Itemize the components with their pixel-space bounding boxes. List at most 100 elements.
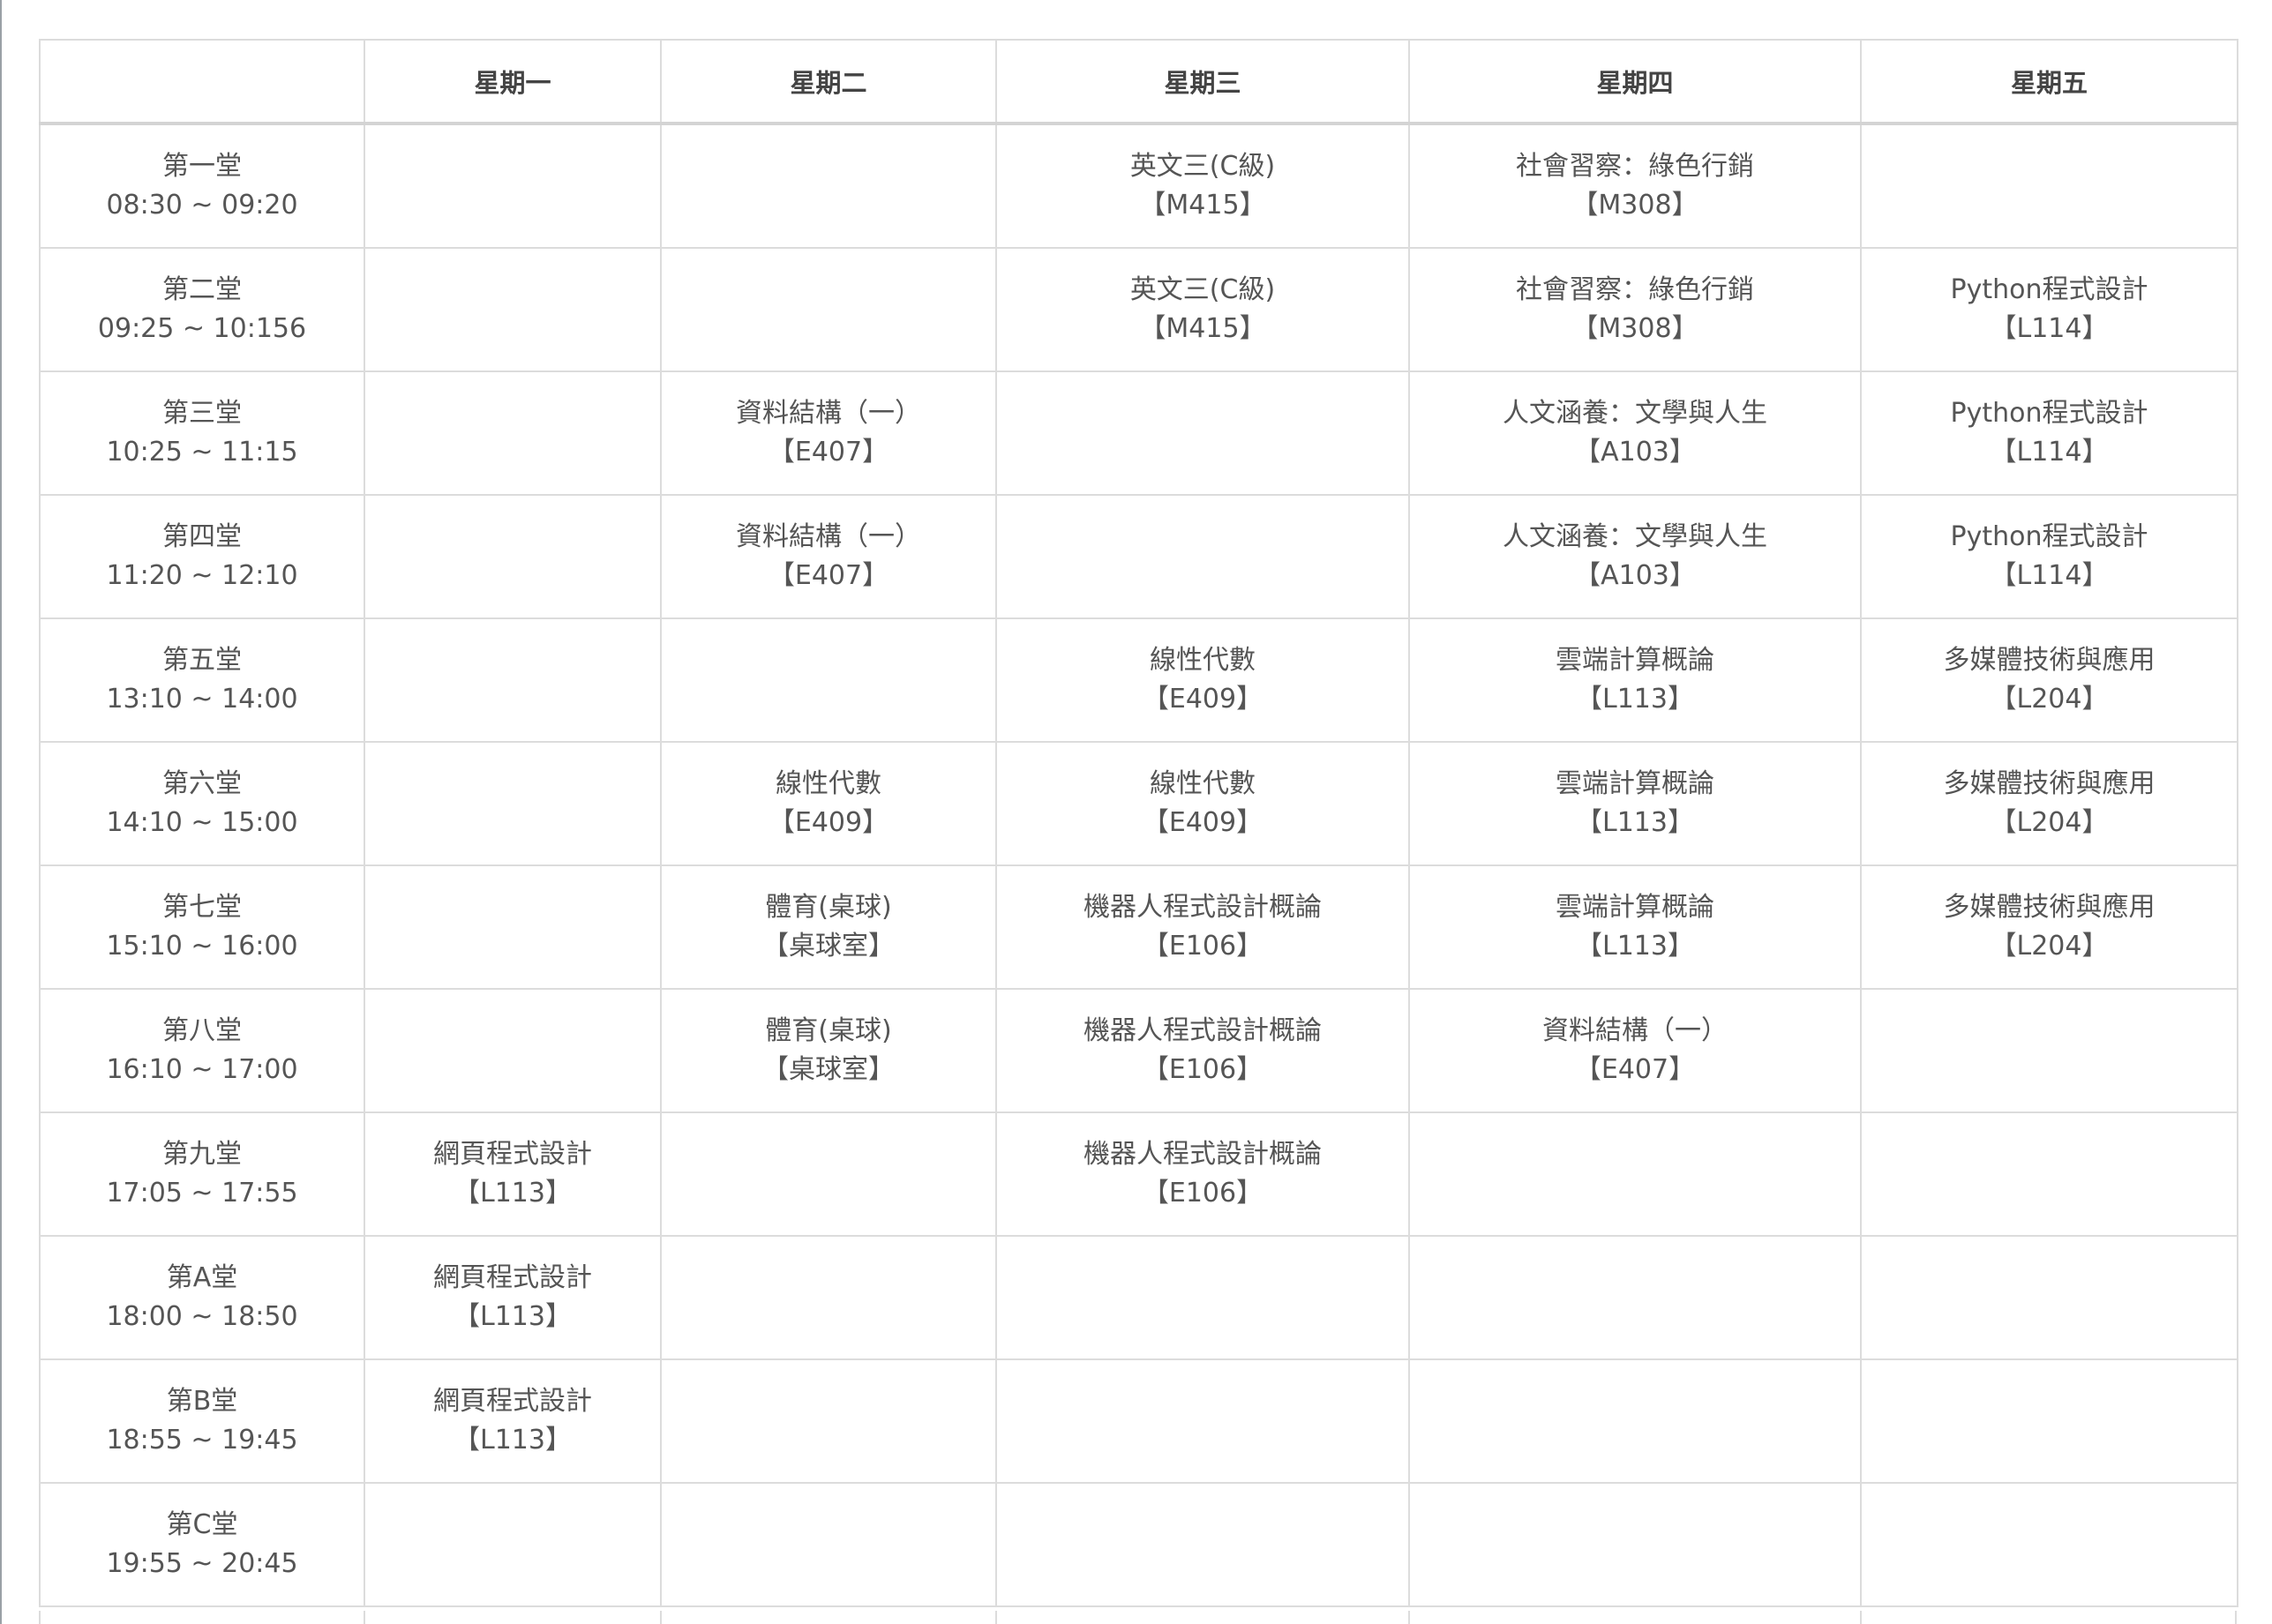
course-name: 多媒體技術與應用 bbox=[1943, 892, 2156, 923]
course-cell-wednesday[interactable]: 機器人程式設計概論 【E106】 bbox=[995, 988, 1410, 1113]
period-cell: 第一堂 08:30 ~ 09:20 bbox=[39, 123, 365, 249]
course-cell-friday[interactable]: 多媒體技術與應用 【L204】 bbox=[1860, 741, 2238, 866]
course-room: 【E407】 bbox=[768, 437, 889, 468]
course-cell-thursday[interactable]: 社會習察：綠色行銷 【M308】 bbox=[1408, 123, 1862, 249]
course-cell-thursday[interactable]: 人文涵養：文學與人生 【A103】 bbox=[1408, 370, 1862, 496]
course-name: 英文三(C級) bbox=[1129, 274, 1276, 305]
course-room: 【E409】 bbox=[1142, 684, 1263, 715]
course-room: 【M308】 bbox=[1571, 190, 1698, 221]
course-cell-thursday[interactable]: 社會習察：綠色行銷 【M308】 bbox=[1408, 247, 1862, 372]
course-name: 機器人程式設計概論 bbox=[1084, 1139, 1322, 1170]
course-name: 網頁程式設計 bbox=[433, 1386, 592, 1417]
course-room: 【A103】 bbox=[1574, 560, 1696, 591]
course-cell-thursday[interactable]: 雲端計算概論 【L113】 bbox=[1408, 741, 1862, 866]
course-cell-wednesday[interactable]: 英文三(C級) 【M415】 bbox=[995, 247, 1410, 372]
course-room: 【E409】 bbox=[768, 807, 889, 838]
period-row: 第五堂 13:10 ~ 14:00 線性代數 【E409】 雲端計算概論 【L113】 多媒… bbox=[39, 617, 2238, 743]
course-room: 【M415】 bbox=[1139, 313, 1266, 344]
course-cell-monday bbox=[364, 370, 662, 496]
day-header-monday: 星期一 bbox=[364, 39, 662, 125]
period-name: 第二堂 bbox=[162, 274, 242, 305]
period-row: 第A堂 18:00 ~ 18:50 網頁程式設計 【L113】 bbox=[39, 1235, 2238, 1360]
period-row: 第二堂 09:25 ~ 10:156 英文三(C級) 【M415】 社會習察：綠色行銷【… bbox=[39, 247, 2238, 372]
course-cell-wednesday[interactable]: 機器人程式設計概論 【E106】 bbox=[995, 864, 1410, 990]
course-room: 【E407】 bbox=[768, 560, 889, 591]
course-cell-friday[interactable]: 多媒體技術與應用 【L204】 bbox=[1860, 617, 2238, 743]
course-room: 【M415】 bbox=[1139, 190, 1266, 221]
course-cell-wednesday[interactable]: 線性代數【E409】 bbox=[995, 741, 1410, 866]
course-cell-thursday[interactable]: 雲端計算概論 【L113】 bbox=[1408, 617, 1862, 743]
course-cell-thursday[interactable]: 人文涵養：文學與人生 【A103】 bbox=[1408, 494, 1862, 619]
course-cell-wednesday[interactable]: 線性代數 【E409】 bbox=[995, 617, 1410, 743]
header-row: 星期一 星期二 星期三 星期四 星期五 bbox=[39, 39, 2238, 125]
course-name: 雲端計算概論 bbox=[1556, 892, 1714, 923]
course-cell-thursday[interactable]: 雲端計算概論 【L113】 bbox=[1408, 864, 1862, 990]
course-room: 【E409】 bbox=[1142, 807, 1263, 838]
day-header-thursday: 星期四 bbox=[1408, 39, 1862, 125]
course-cell-tuesday[interactable]: 體育(桌球) 【桌球室】 bbox=[660, 988, 997, 1113]
period-name: 第七堂 bbox=[162, 892, 242, 923]
course-cell-friday[interactable]: 多媒體技術與應用 【L204】 bbox=[1860, 864, 2238, 990]
course-cell-friday[interactable]: Python程式設計 【L114】 bbox=[1860, 370, 2238, 496]
course-cell-friday bbox=[1860, 123, 2238, 249]
period-cell: 第四堂 11:20 ~ 12:10 bbox=[39, 494, 365, 619]
period-row: 第七堂 15:10 ~ 16:00 體育(桌球) 【桌球室】 機器人程式設計概論 【E10… bbox=[39, 864, 2238, 990]
course-room: 【L204】 bbox=[1990, 807, 2109, 838]
course-cell-wednesday bbox=[995, 1235, 1410, 1360]
course-name: 機器人程式設計概論 bbox=[1084, 1015, 1322, 1046]
course-cell-friday[interactable]: Python程式設計 【L114】 bbox=[1860, 494, 2238, 619]
period-row: 第四堂 11:20 ~ 12:10 資料結構（一） 【E407】 人文涵養：文學與人生【… bbox=[39, 494, 2238, 619]
course-room: 【桌球室】 bbox=[762, 1054, 895, 1085]
course-cell-friday[interactable]: Python程式設計 【L114】 bbox=[1860, 247, 2238, 372]
course-room: 【E106】 bbox=[1142, 1054, 1263, 1085]
course-cell-monday bbox=[364, 741, 662, 866]
period-cell: 第A堂 18:00 ~ 18:50 bbox=[39, 1235, 365, 1360]
course-cell-wednesday[interactable]: 機器人程式設計概論 【E106】 bbox=[995, 1111, 1410, 1237]
period-name: 第一堂 bbox=[162, 151, 242, 182]
course-cell-monday[interactable]: 網頁程式設計 【L113】 bbox=[364, 1235, 662, 1360]
course-cell-wednesday[interactable]: 英文三(C級) 【M415】 bbox=[995, 123, 1410, 249]
period-cell: 第八堂 16:10 ~ 17:00 bbox=[39, 988, 365, 1113]
course-cell-friday bbox=[1860, 1482, 2238, 1607]
course-name: 網頁程式設計 bbox=[433, 1262, 592, 1293]
course-name: Python程式設計 bbox=[1950, 274, 2148, 305]
period-row: 第一堂 08:30 ~ 09:20 英文三(C級) 【M415】 社會習察：綠色行銷 【M… bbox=[39, 123, 2238, 249]
period-cell: 第B堂 18:55 ~ 19:45 bbox=[39, 1358, 365, 1484]
course-name: 人文涵養：文學與人生 bbox=[1503, 398, 1767, 429]
period-row: 第B堂 18:55 ~ 19:45 網頁程式設計 【L113】 bbox=[39, 1358, 2238, 1484]
course-name: 線性代數 bbox=[1150, 768, 1256, 799]
course-cell-monday[interactable]: 網頁程式設計 【L113】 bbox=[364, 1111, 662, 1237]
course-name: 體育(桌球) bbox=[765, 1015, 892, 1046]
course-cell-tuesday bbox=[660, 123, 997, 249]
course-cell-thursday bbox=[1408, 1235, 1862, 1360]
course-cell-wednesday bbox=[995, 370, 1410, 496]
period-time: 17:05 ~ 17:55 bbox=[106, 1178, 298, 1209]
course-name: Python程式設計 bbox=[1950, 521, 2148, 552]
course-cell-tuesday[interactable]: 資料結構（一） 【E407】 bbox=[660, 370, 997, 496]
period-time: 16:10 ~ 17:00 bbox=[106, 1054, 298, 1085]
day-header-wednesday: 星期三 bbox=[995, 39, 1410, 125]
period-cell: 第六堂 14:10 ~ 15:00 bbox=[39, 741, 365, 866]
course-cell-tuesday[interactable]: 線性代數 【E409】 bbox=[660, 741, 997, 866]
course-cell-tuesday bbox=[660, 617, 997, 743]
course-cell-tuesday[interactable]: 資料結構（一） 【E407】 bbox=[660, 494, 997, 619]
period-name: 第三堂 bbox=[162, 398, 242, 429]
course-name: 雲端計算概論 bbox=[1556, 768, 1714, 799]
course-name: 雲端計算概論 bbox=[1556, 645, 1714, 676]
course-cell-tuesday bbox=[660, 1235, 997, 1360]
course-room: 【L114】 bbox=[1990, 560, 2109, 591]
period-time: 18:00 ~ 18:50 bbox=[106, 1301, 298, 1332]
period-cell: 第三堂 10:25 ~ 11:15 bbox=[39, 370, 365, 496]
course-cell-tuesday[interactable]: 體育(桌球) 【桌球室】 bbox=[660, 864, 997, 990]
course-cell-tuesday bbox=[660, 1358, 997, 1484]
period-row: 第三堂 10:25 ~ 11:15 資料結構（一） 【E407】 人文涵養：文學與人生【… bbox=[39, 370, 2238, 496]
day-header-tuesday: 星期二 bbox=[660, 39, 997, 125]
course-cell-thursday bbox=[1408, 1482, 1862, 1607]
course-name: 多媒體技術與應用 bbox=[1943, 768, 2156, 799]
course-cell-wednesday bbox=[995, 1358, 1410, 1484]
course-cell-thursday[interactable]: 資料結構（一） 【E407】 bbox=[1408, 988, 1862, 1113]
course-cell-monday[interactable]: 網頁程式設計 【L113】 bbox=[364, 1358, 662, 1484]
course-name: 多媒體技術與應用 bbox=[1943, 645, 2156, 676]
course-cell-tuesday bbox=[660, 247, 997, 372]
course-name: 社會習察：綠色行銷 bbox=[1516, 274, 1754, 305]
